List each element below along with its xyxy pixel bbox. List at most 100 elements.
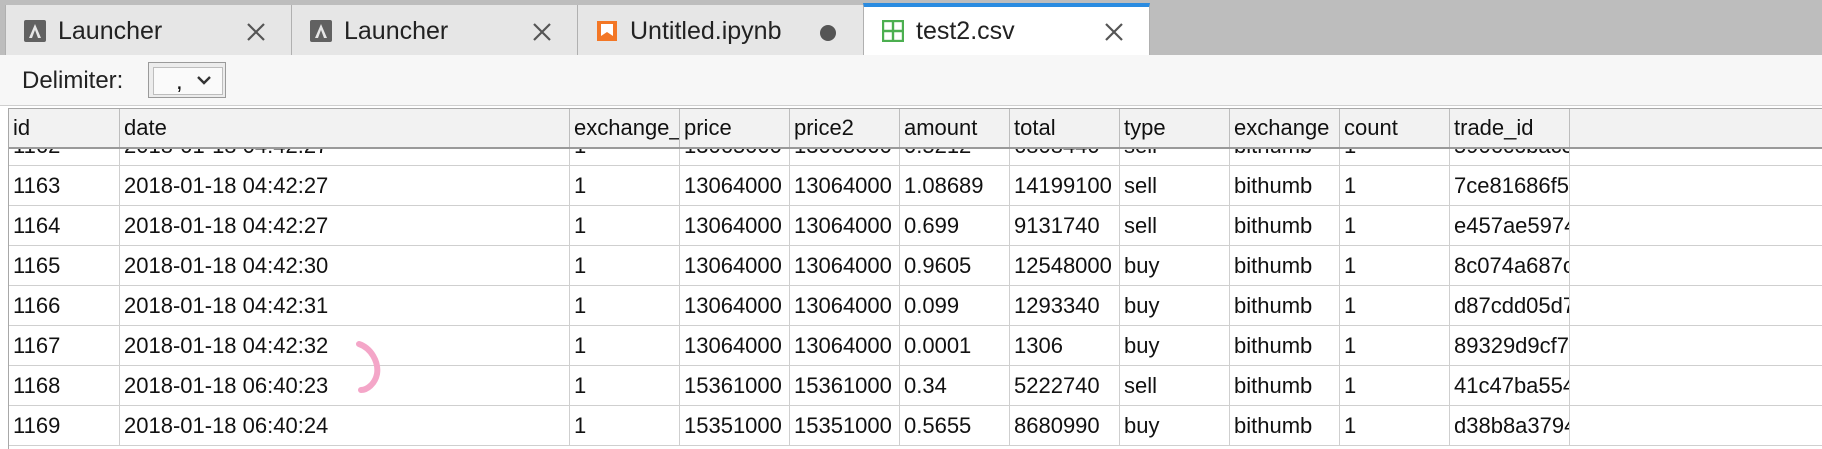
table-cell[interactable]: 0.5212 — [900, 149, 1010, 165]
table-cell[interactable]: bithumb — [1230, 286, 1340, 325]
table-cell[interactable]: 1 — [1340, 366, 1450, 405]
table-cell[interactable]: 9131740 — [1010, 206, 1120, 245]
table-cell[interactable]: 1 — [570, 149, 680, 165]
table-cell[interactable]: 15361000 — [680, 366, 790, 405]
table-cell[interactable]: 6808440 — [1010, 149, 1120, 165]
table-row[interactable]: 11622018-01-18 04:42:2711306500013065000… — [9, 149, 1822, 166]
table-cell[interactable]: 15361000 — [790, 366, 900, 405]
table-row[interactable]: 1165 2018-01-18 04:42:30 1 13064000 13064000… — [9, 246, 1822, 286]
table-cell[interactable]: d38b8a3794 — [1450, 406, 1570, 445]
table-cell[interactable]: 0.5655 — [900, 406, 1010, 445]
table-cell[interactable]: 1163 — [9, 166, 120, 205]
table-row[interactable]: 1169 2018-01-18 06:40:24 1 15351000 15351000… — [9, 406, 1822, 446]
table-cell[interactable]: 14199100 — [1010, 166, 1120, 205]
table-cell[interactable]: 13064000 — [680, 246, 790, 285]
tab-test2-csv[interactable]: test2.csv — [863, 3, 1150, 55]
table-cell[interactable]: buy — [1120, 286, 1230, 325]
table-cell[interactable]: sell — [1120, 166, 1230, 205]
column-header-type[interactable]: type — [1120, 109, 1230, 147]
table-cell[interactable]: 1.08689 — [900, 166, 1010, 205]
table-cell[interactable]: 1293340 — [1010, 286, 1120, 325]
table-cell[interactable]: 2018-01-18 06:40:24 — [120, 406, 570, 445]
table-cell[interactable]: 13064000 — [680, 286, 790, 325]
table-cell[interactable]: 1167 — [9, 326, 120, 365]
table-cell[interactable]: bithumb — [1230, 166, 1340, 205]
table-row[interactable]: 1164 2018-01-18 04:42:27 1 13064000 13064000… — [9, 206, 1822, 246]
table-cell[interactable]: bithumb — [1230, 366, 1340, 405]
table-cell[interactable]: 2018-01-18 06:40:23 — [120, 366, 570, 405]
table-cell[interactable]: 1 — [1340, 149, 1450, 165]
close-icon[interactable] — [531, 21, 553, 43]
table-cell[interactable]: 0.34 — [900, 366, 1010, 405]
table-cell[interactable]: 0.9605 — [900, 246, 1010, 285]
table-cell[interactable]: sell — [1120, 149, 1230, 165]
table-cell[interactable]: 1166 — [9, 286, 120, 325]
tab-launcher-1[interactable]: Launcher — [5, 5, 292, 55]
column-header-date[interactable]: date — [120, 109, 570, 147]
table-cell[interactable]: 1 — [570, 286, 680, 325]
table-cell[interactable]: 1 — [1340, 326, 1450, 365]
column-header-exchange-rate[interactable]: exchange_rate — [570, 109, 680, 147]
table-row[interactable]: 1166 2018-01-18 04:42:31 1 13064000 13064000… — [9, 286, 1822, 326]
table-cell[interactable]: 1 — [1340, 246, 1450, 285]
table-cell[interactable]: 1 — [1340, 406, 1450, 445]
table-cell[interactable]: 1 — [1340, 166, 1450, 205]
tab-untitled-notebook[interactable]: Untitled.ipynb — [577, 5, 864, 55]
table-cell[interactable]: 1162 — [9, 149, 120, 165]
table-cell[interactable]: 5906c6bac3 — [1450, 149, 1570, 165]
table-cell[interactable]: 13064000 — [790, 326, 900, 365]
table-cell[interactable]: 0.099 — [900, 286, 1010, 325]
csv-grid[interactable]: iddateexchange_ratepriceprice2amounttota… — [8, 108, 1822, 449]
table-cell[interactable]: 1 — [570, 246, 680, 285]
table-cell[interactable]: 1 — [570, 326, 680, 365]
table-cell[interactable]: 1165 — [9, 246, 120, 285]
table-cell[interactable]: buy — [1120, 326, 1230, 365]
column-header-trade-id[interactable]: trade_id — [1450, 109, 1570, 147]
table-cell[interactable]: 13064000 — [680, 206, 790, 245]
table-row[interactable]: 1167 2018-01-18 04:42:32 1 13064000 13064000… — [9, 326, 1822, 366]
table-cell[interactable]: 1164 — [9, 206, 120, 245]
table-cell[interactable]: 13064000 — [790, 166, 900, 205]
table-cell[interactable]: 1 — [570, 366, 680, 405]
table-cell[interactable]: sell — [1120, 366, 1230, 405]
table-cell[interactable]: 13064000 — [680, 326, 790, 365]
table-cell[interactable]: buy — [1120, 246, 1230, 285]
column-header-price[interactable]: price — [680, 109, 790, 147]
table-cell[interactable]: 15351000 — [790, 406, 900, 445]
table-cell[interactable]: 13064000 — [790, 286, 900, 325]
table-cell[interactable]: 15351000 — [680, 406, 790, 445]
table-cell[interactable]: 1 — [1340, 206, 1450, 245]
table-cell[interactable]: 5222740 — [1010, 366, 1120, 405]
table-cell[interactable]: 1 — [570, 166, 680, 205]
close-icon[interactable] — [245, 21, 267, 43]
table-cell[interactable]: 0.0001 — [900, 326, 1010, 365]
table-cell[interactable]: d87cdd05d7 — [1450, 286, 1570, 325]
table-cell[interactable]: 2018-01-18 04:42:30 — [120, 246, 570, 285]
table-cell[interactable]: 8680990 — [1010, 406, 1120, 445]
table-cell[interactable]: 2018-01-18 04:42:32 — [120, 326, 570, 365]
grid-body[interactable]: 11622018-01-18 04:42:2711306500013065000… — [9, 149, 1822, 449]
table-cell[interactable]: 13064000 — [680, 166, 790, 205]
close-icon[interactable] — [1103, 21, 1125, 43]
unsaved-dot-icon[interactable] — [820, 25, 836, 41]
column-header-price2[interactable]: price2 — [790, 109, 900, 147]
table-cell[interactable]: 2018-01-18 04:42:27 — [120, 166, 570, 205]
delimiter-select[interactable]: , — [148, 62, 226, 98]
table-cell[interactable]: 1 — [1340, 286, 1450, 325]
table-cell[interactable]: 2018-01-18 04:42:27 — [120, 206, 570, 245]
table-cell[interactable]: 13065000 — [680, 149, 790, 165]
table-cell[interactable]: sell — [1120, 206, 1230, 245]
table-cell[interactable]: 1 — [570, 406, 680, 445]
table-cell[interactable]: bithumb — [1230, 149, 1340, 165]
table-cell[interactable]: 13064000 — [790, 246, 900, 285]
column-header-exchange[interactable]: exchange — [1230, 109, 1340, 147]
column-header-total[interactable]: total — [1010, 109, 1120, 147]
column-header-amount[interactable]: amount — [900, 109, 1010, 147]
table-row[interactable]: 1168 2018-01-18 06:40:23 1 15361000 15361000… — [9, 366, 1822, 406]
table-cell[interactable]: 1168 — [9, 366, 120, 405]
table-cell[interactable]: bithumb — [1230, 326, 1340, 365]
table-cell[interactable]: 1 — [570, 206, 680, 245]
table-cell[interactable]: bithumb — [1230, 246, 1340, 285]
table-cell[interactable]: 0.699 — [900, 206, 1010, 245]
table-cell[interactable]: 12548000 — [1010, 246, 1120, 285]
